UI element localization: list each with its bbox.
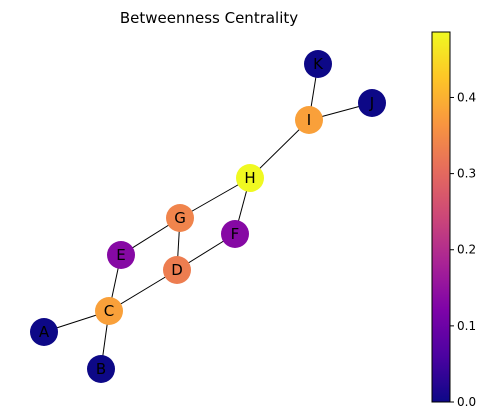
node-circle-J <box>358 89 386 117</box>
node-circle-D <box>163 256 191 284</box>
node-G: G <box>166 204 194 232</box>
node-I: I <box>295 106 323 134</box>
node-F: F <box>221 220 249 248</box>
node-label-A: A <box>39 323 50 341</box>
node-E: E <box>107 241 135 269</box>
node-A: A <box>30 318 58 346</box>
node-circle-K <box>304 50 332 78</box>
node-label-G: G <box>174 209 186 227</box>
node-label-C: C <box>104 302 114 320</box>
node-circle-H <box>236 164 264 192</box>
colorbar-tick-label-1: 0.1 <box>457 319 476 333</box>
node-circle-F <box>221 220 249 248</box>
node-label-H: H <box>244 169 255 187</box>
colorbar-tick-label-3: 0.3 <box>457 167 476 181</box>
node-circle-G <box>166 204 194 232</box>
node-circle-E <box>107 241 135 269</box>
edges-layer <box>43 63 373 370</box>
node-label-I: I <box>307 111 311 129</box>
node-K: K <box>304 50 332 78</box>
node-label-F: F <box>231 225 240 243</box>
node-H: H <box>236 164 264 192</box>
node-label-B: B <box>96 360 106 378</box>
node-circle-A <box>30 318 58 346</box>
node-D: D <box>163 256 191 284</box>
node-label-D: D <box>171 261 183 279</box>
chart-title: Betweenness Centrality <box>120 9 298 27</box>
colorbar-gradient <box>431 31 451 403</box>
colorbar-tick-label-0: 0.0 <box>457 395 476 409</box>
node-circle-B <box>87 355 115 383</box>
colorbar-ticks: 0.0 0.1 0.2 0.3 0.4 <box>450 90 476 409</box>
colorbar: 0.0 0.1 0.2 0.3 0.4 <box>431 31 476 409</box>
node-J: J <box>358 89 386 117</box>
node-C: C <box>95 297 123 325</box>
colorbar-tick-label-2: 0.2 <box>457 243 476 257</box>
node-circle-I <box>295 106 323 134</box>
node-label-E: E <box>116 246 125 264</box>
colorbar-tick-label-4: 0.4 <box>457 90 476 104</box>
node-circle-C <box>95 297 123 325</box>
nodes-layer: A B C D E F G H I J K <box>30 50 386 383</box>
node-B: B <box>87 355 115 383</box>
node-label-J: J <box>369 94 374 112</box>
node-label-K: K <box>313 55 324 73</box>
